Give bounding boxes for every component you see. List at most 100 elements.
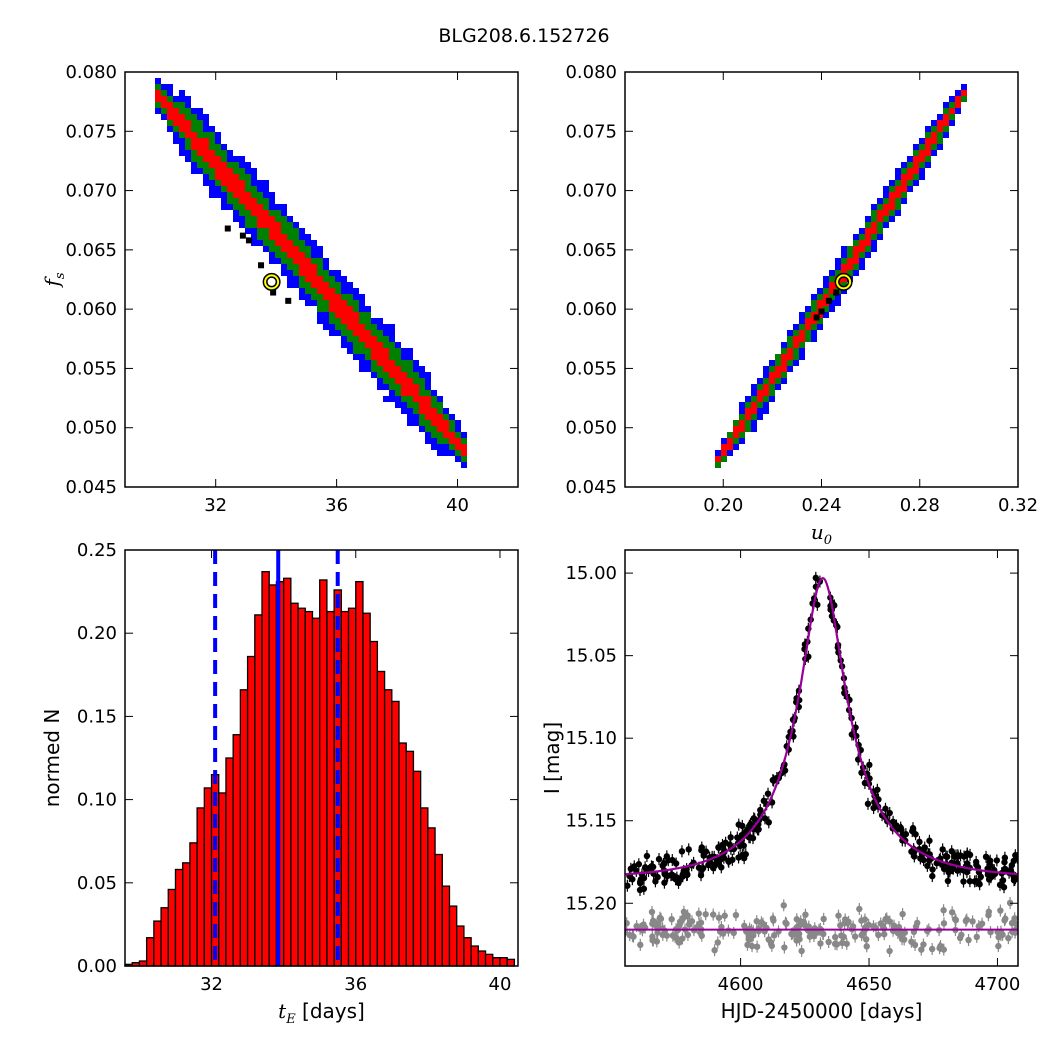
heatmap-cell — [341, 342, 347, 348]
heatmap-cell — [823, 276, 829, 282]
heatmap-cell — [305, 288, 311, 294]
heatmap-cell — [359, 330, 365, 336]
heatmap-cell — [173, 114, 179, 120]
point-comparison — [771, 932, 778, 939]
histogram-bar — [420, 807, 429, 967]
heatmap-cell — [347, 324, 353, 330]
y-tick-label: 0.045 — [65, 477, 117, 498]
heatmap-cell — [167, 102, 173, 108]
y-tick-label: 0.15 — [77, 706, 117, 727]
heatmap-cell — [203, 156, 209, 162]
heatmap-cell — [239, 168, 245, 174]
heatmap-cell — [341, 324, 347, 330]
point-target — [636, 879, 644, 887]
heatmap-cell — [389, 348, 395, 354]
heatmap-cell — [443, 444, 449, 450]
heatmap-cell — [841, 264, 847, 270]
heatmap-cell — [281, 252, 287, 258]
heatmap-cell — [239, 210, 245, 216]
y-tick-label: 0.070 — [65, 181, 117, 202]
heatmap-cell — [449, 414, 455, 420]
heatmap-cell — [407, 372, 413, 378]
heatmap-cell — [895, 204, 901, 210]
heatmap-cell — [823, 282, 829, 288]
point-comparison — [863, 943, 870, 950]
y-tick-label: 0.20 — [77, 623, 117, 644]
heatmap-cell — [317, 276, 323, 282]
heatmap-cell — [359, 366, 365, 372]
heatmap-cell — [823, 288, 829, 294]
heatmap-cell — [293, 276, 299, 282]
black-cell — [833, 289, 840, 296]
heatmap-cell — [919, 174, 925, 180]
heatmap-cell — [799, 324, 805, 330]
heatmap-cell — [203, 120, 209, 126]
heatmap-cell — [425, 384, 431, 390]
y-tick-label: 0.065 — [65, 240, 117, 261]
heatmap-cell — [383, 396, 389, 402]
heatmap-cell — [227, 180, 233, 186]
point-comparison — [781, 944, 788, 951]
heatmap-cell — [889, 204, 895, 210]
heatmap-cell — [449, 438, 455, 444]
y-axis-label: fs — [40, 272, 68, 288]
y-tick-label: 0.05 — [77, 873, 117, 894]
heatmap-cell — [461, 438, 467, 444]
heatmap-cell — [913, 150, 919, 156]
point-target — [1001, 865, 1009, 872]
heatmap-cell — [413, 372, 419, 378]
heatmap-cell — [829, 270, 835, 276]
heatmap-cell — [425, 426, 431, 432]
heatmap-cell — [275, 240, 281, 246]
heatmap-cell — [865, 234, 871, 240]
heatmap-cell — [437, 396, 443, 402]
point-target — [948, 847, 955, 855]
heatmap-cell — [437, 414, 443, 420]
heatmap-cell — [901, 192, 907, 198]
heatmap-cell — [191, 144, 197, 150]
heatmap-cell — [215, 192, 221, 198]
heatmap-cell — [775, 360, 781, 366]
heatmap-cell — [317, 258, 323, 264]
heatmap-cell — [907, 180, 913, 186]
heatmap-cell — [877, 198, 883, 204]
heatmap-cell — [395, 372, 401, 378]
heatmap-cell — [365, 318, 371, 324]
heatmap-cell — [841, 252, 847, 258]
heatmap-cell — [383, 372, 389, 378]
heatmap-cell — [931, 144, 937, 150]
heatmap-cell — [413, 402, 419, 408]
heatmap-cell — [209, 156, 215, 162]
y-tick-label: 0.050 — [565, 418, 617, 439]
heatmap-cell — [727, 438, 733, 444]
point-target — [678, 848, 686, 855]
heatmap-cell — [919, 144, 925, 150]
histogram-bar — [383, 689, 393, 967]
heatmap-cell — [167, 90, 173, 96]
heatmap-cell — [805, 324, 811, 330]
heatmap-cell — [407, 348, 413, 354]
heatmap-cell — [161, 114, 167, 120]
heatmap-cell — [811, 336, 817, 342]
heatmap-cell — [829, 294, 835, 300]
heatmap-cell — [359, 306, 365, 312]
heatmap-cell — [739, 432, 745, 438]
heatmap-cell — [757, 378, 763, 384]
heatmap-cell — [155, 108, 161, 114]
heatmap-cell — [281, 222, 287, 228]
axes-frame — [124, 71, 519, 488]
heatmap-cell — [775, 366, 781, 372]
heatmap-cell — [311, 240, 317, 246]
heatmap-cell — [781, 348, 787, 354]
heatmap-cell — [299, 252, 305, 258]
heatmap-cell — [907, 168, 913, 174]
heatmap-cell — [161, 90, 167, 96]
heatmap-cell — [841, 246, 847, 252]
point-target — [715, 844, 723, 851]
point-target — [765, 819, 772, 826]
axes-frame — [124, 549, 519, 967]
heatmap-cell — [257, 228, 263, 234]
point-comparison — [833, 941, 841, 948]
heatmap-cell — [185, 132, 191, 138]
heatmap-cell — [835, 294, 841, 300]
